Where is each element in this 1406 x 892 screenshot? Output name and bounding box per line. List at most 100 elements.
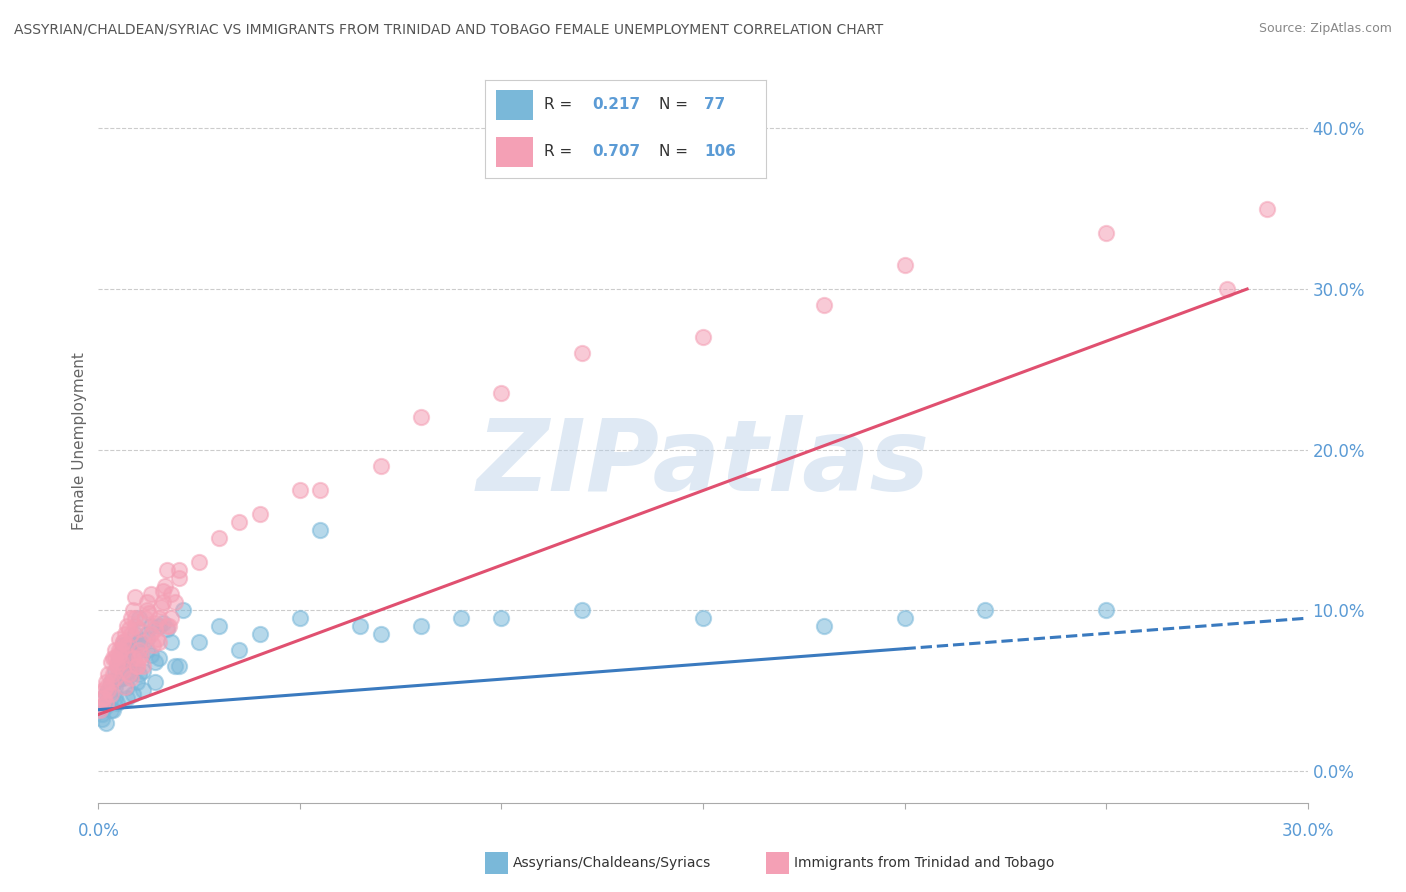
Point <box>132 635 155 649</box>
Point <box>93 691 115 706</box>
Point <box>91 699 114 714</box>
Text: Immigrants from Trinidad and Tobago: Immigrants from Trinidad and Tobago <box>794 856 1054 871</box>
Point <box>96 696 118 710</box>
Point <box>97 683 120 698</box>
Point <box>111 651 134 665</box>
Point <box>128 667 150 681</box>
Point <box>103 680 125 694</box>
Point <box>128 635 150 649</box>
Point <box>148 619 170 633</box>
Point <box>111 643 134 657</box>
Point <box>105 696 128 710</box>
Point <box>120 627 142 641</box>
Point <box>107 667 129 681</box>
Point <box>96 680 118 694</box>
Point <box>132 659 155 673</box>
Point <box>124 648 146 662</box>
Point <box>120 655 142 669</box>
Point <box>228 515 250 529</box>
Point <box>148 635 170 649</box>
Point <box>114 659 136 673</box>
Point <box>128 623 150 637</box>
Point <box>309 483 332 497</box>
Point <box>120 659 142 673</box>
Point <box>188 635 211 649</box>
Point <box>101 703 124 717</box>
Point <box>1095 226 1118 240</box>
Text: ZIPatlas: ZIPatlas <box>477 415 929 512</box>
Point <box>491 386 513 401</box>
Point <box>111 635 134 649</box>
Point <box>101 667 124 681</box>
Point <box>208 531 231 545</box>
Point <box>124 639 146 653</box>
Point <box>111 639 134 653</box>
FancyBboxPatch shape <box>496 90 533 120</box>
Point <box>100 655 122 669</box>
Point <box>103 651 125 665</box>
Point <box>813 619 835 633</box>
Point <box>249 507 271 521</box>
Point <box>118 643 141 657</box>
Text: N =: N = <box>659 97 693 112</box>
Point <box>124 591 146 605</box>
Point <box>1216 282 1239 296</box>
Point <box>143 655 166 669</box>
Point <box>1095 603 1118 617</box>
Point <box>107 643 129 657</box>
Point <box>111 635 134 649</box>
Point <box>107 651 129 665</box>
Point <box>143 615 166 630</box>
Point <box>139 619 162 633</box>
Point <box>91 712 114 726</box>
Point <box>115 648 138 662</box>
Text: N =: N = <box>659 145 693 160</box>
Point <box>89 703 111 717</box>
Point <box>100 691 122 706</box>
Point <box>163 659 186 673</box>
Point <box>370 627 392 641</box>
FancyBboxPatch shape <box>496 137 533 167</box>
Point <box>101 651 124 665</box>
Point <box>114 680 136 694</box>
Point <box>110 671 132 685</box>
Point <box>156 623 179 637</box>
Y-axis label: Female Unemployment: Female Unemployment <box>72 352 87 531</box>
Point <box>349 619 371 633</box>
Point <box>135 603 157 617</box>
Point <box>118 623 141 637</box>
Point <box>813 298 835 312</box>
Point <box>111 664 134 678</box>
Point <box>172 603 194 617</box>
Point <box>370 458 392 473</box>
Point <box>128 611 150 625</box>
Point <box>128 651 150 665</box>
Point <box>93 699 115 714</box>
Point <box>121 603 143 617</box>
Point <box>132 664 155 678</box>
Point <box>96 687 118 701</box>
Text: 0.0%: 0.0% <box>77 822 120 840</box>
Point <box>96 715 118 730</box>
Point <box>114 627 136 641</box>
Point <box>118 667 141 681</box>
Point <box>124 619 146 633</box>
Point <box>111 671 134 685</box>
Point <box>138 607 160 621</box>
Point <box>120 671 142 685</box>
Point <box>121 687 143 701</box>
Point <box>157 619 180 633</box>
Point <box>135 643 157 657</box>
Point <box>571 603 593 617</box>
Point <box>107 671 129 685</box>
Point <box>115 691 138 706</box>
Text: 0.217: 0.217 <box>592 97 640 112</box>
Point <box>143 623 166 637</box>
Point <box>96 699 118 714</box>
Point <box>167 659 190 673</box>
Point <box>409 410 432 425</box>
Point <box>128 643 150 657</box>
Point <box>103 664 125 678</box>
Point <box>107 648 129 662</box>
Point <box>103 675 125 690</box>
